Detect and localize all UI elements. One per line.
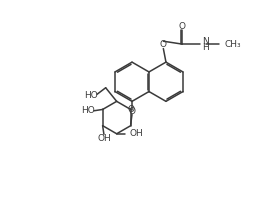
Text: O: O	[160, 40, 167, 49]
Text: O: O	[129, 107, 135, 116]
Text: OH: OH	[130, 129, 143, 138]
Text: O: O	[179, 22, 186, 30]
Text: CH₃: CH₃	[224, 40, 241, 49]
Text: O: O	[127, 105, 134, 114]
Text: H: H	[202, 43, 209, 52]
Text: HO: HO	[84, 91, 98, 100]
Text: N: N	[202, 37, 209, 46]
Text: OH: OH	[97, 134, 111, 143]
Text: HO: HO	[81, 106, 95, 115]
